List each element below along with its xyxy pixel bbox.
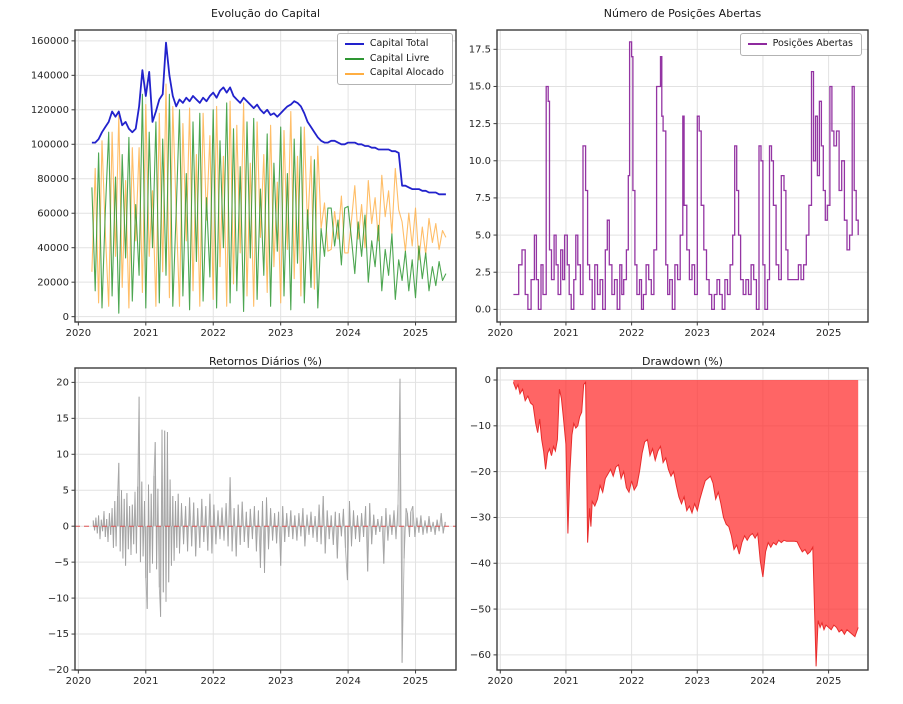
positions-chart-panel: 2020 2021 2022 2023 2024 2025 0.0 2.5 5.0 7.5 10.0… [462,0,903,352]
x-tick-label: 2020 [66,328,91,339]
y-tick-label: 15.0 [469,82,491,93]
x-tick-label: 2025 [403,328,428,339]
drawdown-chart-panel: 2020 2021 2022 2023 2024 2025 0 −10 −20 −30 −40 −50… [462,352,903,704]
returns-chart-title: Retornos Diários (%) [208,355,323,368]
area-fill [513,380,859,667]
positions-chart-title: Número de Posições Abertas [603,7,762,20]
capital-legend: Capital Total Capital Livre Capital Aloc… [336,33,453,86]
y-tick-label: 0 [63,521,69,532]
area-boundary-line [512,380,859,667]
positions-chart-canvas: 2020 2021 2022 2023 2024 2025 0.0 2.5 5.0 7.5 10.0… [469,29,869,339]
series-step-line [513,41,859,311]
y-tick-label: −30 [470,513,491,524]
x-tick-label: 2021 [553,328,578,339]
x-tick-label: 2024 [335,676,360,687]
y-tick-label: 7.5 [475,193,491,204]
y-tick-label: −40 [470,558,491,569]
y-tick-label: 60000 [37,208,69,219]
drawdown-chart-canvas: 2020 2021 2022 2023 2024 2025 0 −10 −20 −30 −40 −50… [470,367,869,687]
x-tick-label: 2025 [403,676,428,687]
legend-item: Capital Total [344,37,444,52]
axes-spine [496,29,869,323]
series-line [91,93,447,314]
x-tick-label: 2022 [201,676,226,687]
legend-label: Capital Total [369,38,429,49]
x-tick-label: 2023 [685,676,710,687]
y-tick-label: −15 [48,629,69,640]
legend-item: Capital Alocado [344,66,444,81]
x-tick-label: 2024 [750,328,775,339]
series-line [91,41,446,196]
capital-livre-line-swatch-icon [344,58,364,61]
y-tick-label: 80000 [37,174,69,185]
drawdown-chart-title: Drawdown (%) [642,355,723,368]
positions-legend: Posições Abertas [739,33,862,56]
capital-chart-title: Evolução do Capital [210,7,320,20]
y-tick-label: 160000 [31,36,69,47]
x-tick-label: 2022 [619,676,644,687]
y-tick-label: 0.0 [475,305,491,316]
y-tick-label: 140000 [31,71,69,82]
y-tick-label: −10 [470,421,491,432]
positions-line-swatch-icon [747,43,767,46]
x-tick-label: 2020 [488,328,513,339]
x-tick-label: 2024 [750,676,775,687]
legend-label: Capital Alocado [369,67,444,79]
y-tick-label: 0 [63,312,69,323]
legend-item: Capital Livre [344,52,444,67]
x-tick-label: 2025 [816,328,841,339]
y-tick-label: 40000 [37,243,69,254]
x-tick-label: 2023 [268,328,293,339]
axes-spine [496,367,869,671]
x-tick-label: 2020 [66,676,91,687]
axes-spine [74,367,457,671]
y-tick-label: 5 [63,485,69,496]
capital-total-line-swatch-icon [344,43,364,46]
y-tick-label: −60 [470,650,491,661]
y-tick-label: 0 [485,375,491,386]
y-tick-label: 5.0 [475,230,491,241]
y-tick-label: 2.5 [475,267,491,278]
y-tick-label: −20 [48,665,69,676]
legend-label: Posições Abertas [772,38,853,49]
y-tick-label: 20 [56,378,69,389]
y-tick-label: −5 [54,557,69,568]
legend-label: Capital Livre [369,52,430,64]
x-tick-label: 2022 [619,328,644,339]
y-tick-label: 20000 [37,277,69,288]
y-tick-label: 17.5 [469,45,491,56]
returns-chart-canvas: 2020 2021 2022 2023 2024 2025 −20 −15 −10 −5 0 5 10 1… [48,367,457,687]
x-tick-label: 2024 [335,328,360,339]
returns-chart-panel: 2020 2021 2022 2023 2024 2025 −20 −15 −10 −5 0 5 10 1… [0,352,462,704]
x-tick-label: 2023 [685,328,710,339]
y-tick-label: 10 [56,449,69,460]
capital-alocado-line-swatch-icon [344,72,364,75]
x-tick-label: 2022 [201,328,226,339]
capital-chart-panel: 2020 2021 2022 2023 2024 2025 0 20000 40000 60000… [0,0,462,352]
x-tick-label: 2025 [816,676,841,687]
y-tick-label: −10 [48,593,69,604]
series-line [92,378,446,663]
x-tick-label: 2021 [133,676,158,687]
y-tick-label: 12.5 [469,119,491,130]
y-tick-label: 10.0 [469,156,491,167]
y-tick-label: 15 [56,414,69,425]
y-tick-label: 120000 [31,105,69,116]
y-tick-label: 100000 [31,139,69,150]
x-tick-label: 2021 [133,328,158,339]
x-tick-label: 2020 [488,676,513,687]
legend-item: Posições Abertas [747,37,853,52]
x-tick-label: 2023 [268,676,293,687]
x-tick-label: 2021 [553,676,578,687]
y-tick-label: −20 [470,467,491,478]
axes-spine [74,29,457,323]
y-tick-label: −50 [470,604,491,615]
